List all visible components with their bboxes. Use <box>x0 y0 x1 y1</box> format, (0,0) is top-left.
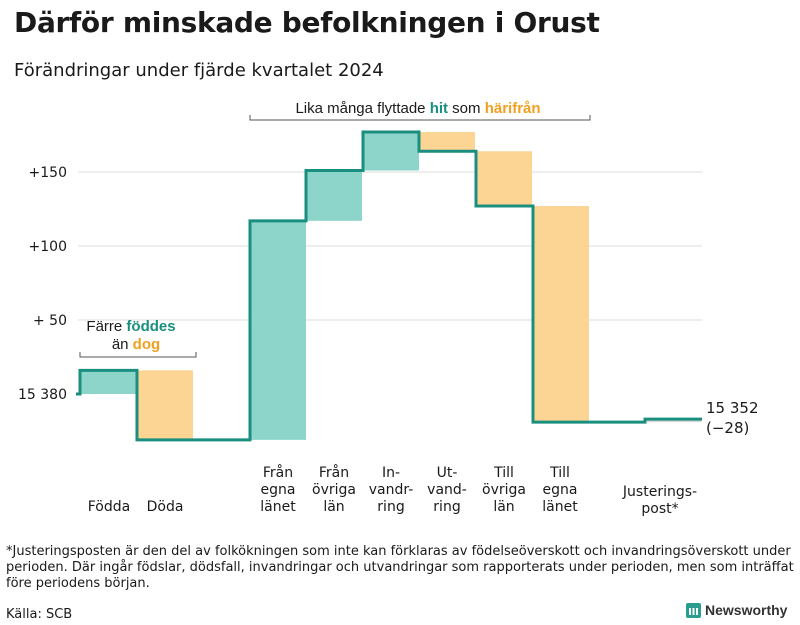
bar-5 <box>363 132 419 171</box>
bar-7 <box>476 151 532 207</box>
category-label-line: länet <box>542 499 578 515</box>
footnote: *Justeringsposten är den del av folkökni… <box>6 544 794 591</box>
category-label-7: Till övriga län <box>482 465 526 515</box>
cumulative-step-line <box>76 130 702 442</box>
newsworthy-logo-icon <box>686 602 701 618</box>
final-value-label: 15 352 <box>706 399 759 417</box>
category-label-line: Från <box>319 464 349 481</box>
chart-title: Därför minskade befolkningen i Orust <box>14 6 600 39</box>
annotation-births-line2: än dog <box>112 336 160 353</box>
category-label-line: Döda <box>147 499 184 515</box>
category-label-line: länet <box>260 499 296 515</box>
category-label-5: In-vandr-ring <box>369 465 414 515</box>
chart-subtitle: Förändringar under fjärde kvartalet 2024 <box>14 60 384 81</box>
category-label-line: län <box>493 499 514 515</box>
category-label-line: egna <box>543 482 578 498</box>
category-label-line: Från <box>263 464 293 481</box>
category-label-9: Justerings-post* <box>622 484 697 517</box>
annotation-births-line1: Färre föddes <box>86 318 175 335</box>
category-label-8: Till egna länet <box>542 465 578 515</box>
category-label-line: egna <box>261 482 296 498</box>
category-label-line: vand- <box>427 482 467 498</box>
y-tick-label: + 50 <box>33 313 67 329</box>
highlight-born: föddes <box>126 318 175 335</box>
bar-6 <box>419 132 475 152</box>
y-tick-label: 15 380 <box>18 387 67 403</box>
category-label-3: Från egna länet <box>260 464 296 515</box>
final-change-label: (−28) <box>706 419 749 437</box>
category-label-line: Ut- <box>437 465 458 481</box>
category-label-line: övriga <box>312 482 356 498</box>
category-label-line: In- <box>382 465 400 481</box>
bar-1 <box>80 370 136 394</box>
category-label-line: övriga <box>482 482 526 498</box>
category-label-2: Döda <box>147 499 184 515</box>
annotation-bracket-births <box>79 352 197 358</box>
bar-3 <box>250 220 306 440</box>
category-label-1: Födda <box>88 499 130 515</box>
highlight-hit: hit <box>430 100 448 117</box>
category-label-line: Till <box>493 465 514 481</box>
waterfall-chart: 15 380 + 50 +100 +150 15 352 (−28) Födda Döda Fr… <box>18 100 759 517</box>
category-label-line: Födda <box>88 499 130 515</box>
brand-name: Newsworthy <box>705 602 788 618</box>
category-label-6: Ut-vand-ring <box>427 465 467 515</box>
highlight-died: dog <box>133 336 161 353</box>
bar-8 <box>533 206 589 423</box>
y-tick-label: +150 <box>29 165 67 181</box>
category-label-line: Till <box>549 465 570 481</box>
category-label-line: ring <box>433 499 460 515</box>
bar-2 <box>137 370 193 440</box>
category-label-line: vandr- <box>369 482 414 498</box>
category-label-4: Från övriga län <box>312 464 356 515</box>
bar-4 <box>306 170 362 221</box>
highlight-harifran: härifrån <box>485 100 541 117</box>
annotation-bracket-migration <box>249 115 591 121</box>
category-label-line: län <box>323 499 344 515</box>
category-label-line: post* <box>641 501 678 517</box>
y-tick-label: +100 <box>29 239 67 255</box>
brand-logo: Newsworthy <box>686 602 787 618</box>
category-label-line: ring <box>377 499 404 515</box>
category-label-line: Justerings- <box>622 484 697 500</box>
source-label: Källa: SCB <box>6 607 73 622</box>
annotation-migration: Lika många flyttade hit som härifrån <box>295 100 540 117</box>
